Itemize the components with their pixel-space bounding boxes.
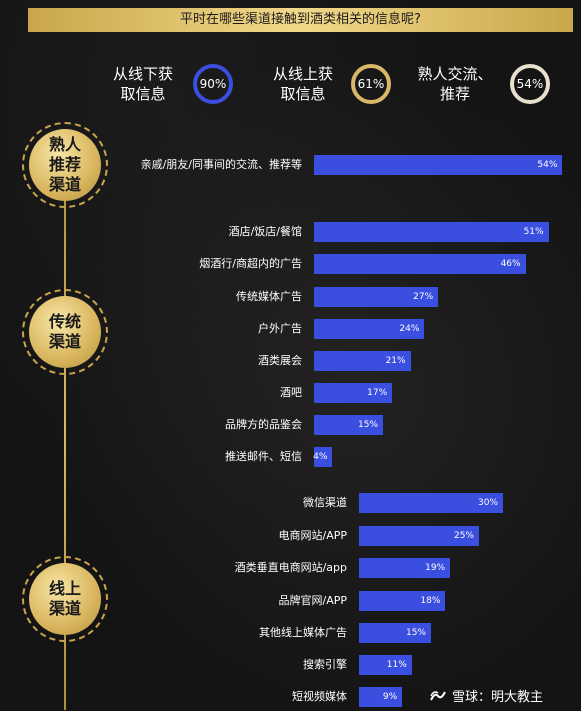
bar-value-label: 19% <box>425 563 446 573</box>
group-connector-line <box>64 150 66 710</box>
summary-label-referral: 熟人交流、 推荐 <box>417 65 493 103</box>
category-label: 户外广告 <box>258 322 302 335</box>
bar-value-label: 25% <box>453 531 474 541</box>
summary-value-online: 61% <box>357 77 385 91</box>
category-label: 烟酒行/商超内的广告 <box>199 257 302 270</box>
category-label: 亲戚/朋友/同事间的交流、推荐等 <box>140 158 302 171</box>
summary-label-offline: 从线下获 取信息 <box>112 65 173 103</box>
category-label: 短视频媒体 <box>292 690 347 703</box>
bar-value-label: 54% <box>537 160 558 170</box>
bar: 19% <box>359 558 451 578</box>
group-badge-referral-label: 熟人 推荐 渠道 <box>29 129 101 201</box>
bar-value-label: 51% <box>523 227 544 237</box>
bar: 17% <box>314 383 393 403</box>
category-label: 传统媒体广告 <box>236 290 302 303</box>
bar-value-label: 18% <box>420 596 441 606</box>
bar: 30% <box>359 493 503 513</box>
watermark: 雪球：明大教主 <box>430 686 543 705</box>
group-badge-referral: 熟人 推荐 渠道 <box>22 122 108 208</box>
snowball-icon <box>430 690 446 700</box>
bar: 24% <box>314 319 425 339</box>
bar-value-label: 17% <box>367 388 388 398</box>
bar: 51% <box>314 222 549 242</box>
bar-value-label: 30% <box>477 498 498 508</box>
bar-value-label: 15% <box>405 628 426 638</box>
bar: 11% <box>359 655 412 675</box>
summary-value-offline: 90% <box>199 77 227 91</box>
category-label: 酒类展会 <box>258 354 302 367</box>
bar-value-label: 24% <box>399 324 420 334</box>
bar-value-label: 27% <box>413 292 434 302</box>
category-label: 品牌方的品鉴会 <box>225 418 302 431</box>
bar: 21% <box>314 351 411 371</box>
category-label: 微信渠道 <box>303 496 347 509</box>
watermark-text: 雪球：明大教主 <box>452 690 544 705</box>
group-badge-traditional: 传统 渠道 <box>22 289 108 375</box>
summary-ring-referral: 54% <box>510 64 550 104</box>
summary-ring-online: 61% <box>351 64 391 104</box>
category-label: 酒吧 <box>280 386 302 399</box>
bar-value-label: 11% <box>386 660 407 670</box>
bar: 9% <box>359 687 403 707</box>
bar: 54% <box>314 155 563 175</box>
bar: 15% <box>314 415 383 435</box>
bar-value-label: 46% <box>500 259 521 269</box>
category-label: 酒类垂直电商网站/app <box>234 561 347 574</box>
summary-label-online: 从线上获 取信息 <box>272 65 333 103</box>
category-label: 其他线上媒体广告 <box>259 626 347 639</box>
bar: 46% <box>314 254 526 274</box>
bar-value-label: 21% <box>385 356 406 366</box>
group-badge-online-label: 线上 渠道 <box>29 563 101 635</box>
bar: 15% <box>359 623 431 643</box>
group-badge-traditional-label: 传统 渠道 <box>29 296 101 368</box>
bar: 18% <box>359 591 446 611</box>
bar: 27% <box>314 287 439 307</box>
summary-value-referral: 54% <box>516 77 544 91</box>
bar-value-label: 9% <box>382 692 398 702</box>
group-badge-online: 线上 渠道 <box>22 556 108 642</box>
category-label: 推送邮件、短信 <box>225 450 302 463</box>
bar-value-label: 4% <box>313 452 328 462</box>
category-label: 酒店/饭店/餐馆 <box>228 225 302 238</box>
category-label: 电商网站/APP <box>278 529 348 542</box>
chart-title: 平时在哪些渠道接触到酒类相关的信息呢? <box>28 8 573 32</box>
bar: 25% <box>359 526 479 546</box>
category-label: 品牌官网/APP <box>278 594 348 607</box>
bar-value-label: 15% <box>357 420 378 430</box>
summary-ring-offline: 90% <box>193 64 233 104</box>
category-label: 搜索引擎 <box>303 658 347 671</box>
bar: 4% <box>313 447 333 467</box>
